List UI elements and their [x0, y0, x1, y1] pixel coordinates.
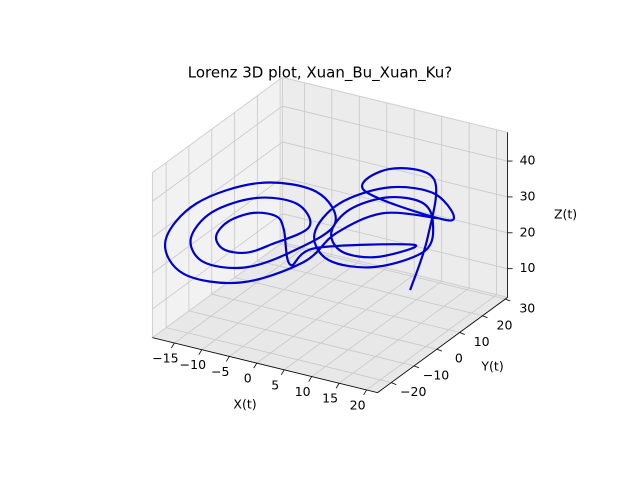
- axis-line: [152, 337, 378, 394]
- x-tick-label: −15: [152, 350, 178, 365]
- grid-line: [256, 267, 387, 364]
- trajectory: [163, 167, 456, 291]
- x-tick-label: 10: [295, 384, 311, 399]
- tick-mark: [413, 365, 420, 369]
- chart-title: Lorenz 3D plot, Xuan_Bu_Xuan_Ku?: [188, 64, 452, 83]
- grid-line: [257, 260, 483, 317]
- tick-mark: [363, 389, 367, 396]
- z-tick-label: 30: [520, 188, 536, 203]
- grid-line: [283, 274, 415, 371]
- grid-line: [152, 177, 283, 274]
- tick-mark: [482, 315, 488, 319]
- tick-mark: [280, 369, 285, 376]
- tick-mark: [225, 356, 230, 362]
- tick-mark: [505, 298, 511, 302]
- grid-line: [366, 294, 497, 391]
- grid-line: [234, 277, 460, 333]
- grid-line: [282, 105, 508, 162]
- grid-line: [338, 287, 470, 384]
- tick-mark: [198, 349, 203, 355]
- axis-line: [377, 297, 508, 393]
- grid-line: [152, 105, 283, 202]
- tick-mark: [171, 342, 175, 349]
- y-axis-label: Y(t): [480, 359, 503, 374]
- grid-line: [280, 243, 506, 300]
- y-tick-label: −20: [400, 384, 426, 399]
- z-tick-label: 10: [520, 260, 536, 275]
- y-tick-label: 10: [474, 334, 490, 349]
- grid-line: [211, 293, 437, 350]
- x-tick-label: 20: [350, 397, 366, 412]
- grid-line: [166, 327, 392, 383]
- x-tick-label: −10: [180, 357, 206, 372]
- x-tick-label: 15: [322, 391, 338, 406]
- grid-line: [229, 260, 360, 357]
- z-tick-label: 20: [520, 224, 536, 239]
- grid-line: [201, 254, 333, 351]
- y-tick-label: 30: [519, 301, 535, 316]
- x-tick-label: 0: [244, 371, 252, 386]
- grid-line: [174, 247, 305, 344]
- y-tick-label: 20: [497, 317, 513, 332]
- x-tick-label: 5: [271, 377, 279, 392]
- grid-line: [152, 213, 283, 310]
- tick-mark: [253, 362, 258, 369]
- tick-mark: [391, 382, 397, 385]
- z-tick-label: 40: [520, 153, 536, 168]
- tick-mark: [459, 332, 465, 335]
- grid-line: [188, 310, 415, 367]
- tick-mark: [335, 383, 340, 389]
- grid-line: [311, 280, 442, 377]
- tick-mark: [436, 348, 443, 352]
- x-axis-label: X(t): [233, 397, 256, 412]
- grid-line: [152, 141, 283, 238]
- z-axis-label: Z(t): [554, 206, 577, 221]
- x-tick-label: −5: [211, 364, 229, 379]
- tick-mark: [308, 376, 313, 382]
- y-tick-label: −10: [423, 367, 449, 382]
- y-tick-label: 0: [455, 351, 463, 366]
